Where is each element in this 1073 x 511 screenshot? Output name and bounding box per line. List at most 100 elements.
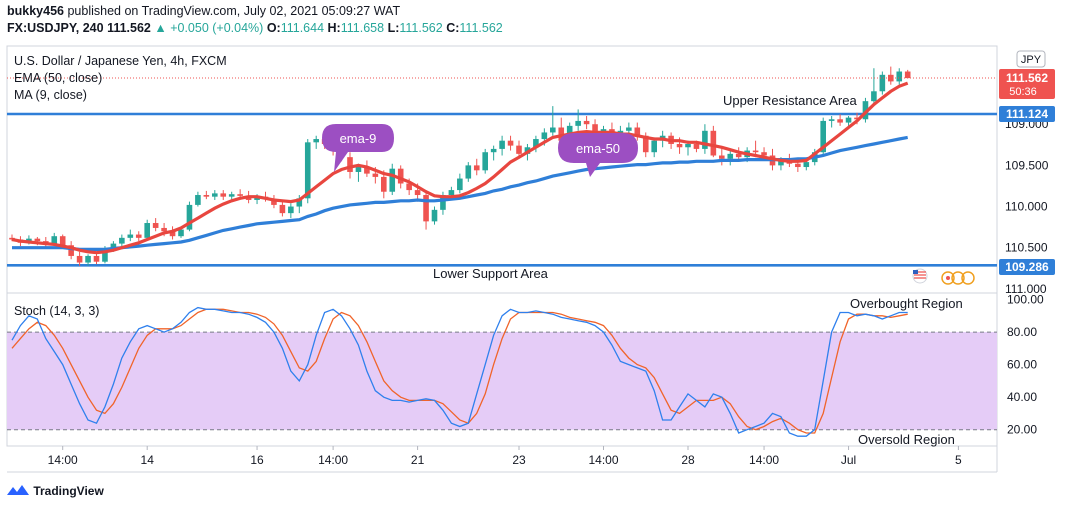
resistance-tag <box>999 106 1055 122</box>
close-label: C: <box>446 21 460 35</box>
candle-down <box>904 71 911 79</box>
candle-down <box>9 237 15 240</box>
stoch-axis-ticks: 100.00 80.00 60.00 40.00 20.00 <box>1007 293 1044 437</box>
candle-up <box>871 91 877 102</box>
candle-down <box>473 165 480 171</box>
ema9-callout[interactable]: ema-9 <box>322 124 394 172</box>
candle-up <box>110 243 117 250</box>
candle-up <box>228 194 235 197</box>
candle-down <box>372 173 379 177</box>
candle-down <box>161 227 167 232</box>
stoch-tick-label: 80.00 <box>1007 325 1037 339</box>
candle-down <box>583 120 590 125</box>
time-tick-label: 28 <box>681 453 695 467</box>
lower-support-label: Lower Support Area <box>433 266 549 281</box>
candle-down <box>414 190 421 196</box>
tradingview-footer[interactable]: TradingView <box>6 484 104 499</box>
candle-up <box>355 167 362 172</box>
candle-up <box>828 119 835 121</box>
event-markers[interactable] <box>912 268 975 285</box>
high-label: H: <box>327 21 341 35</box>
ema9-callout-shape <box>322 124 394 172</box>
author-name[interactable]: bukky456 <box>7 4 64 18</box>
tradingview-logo-icon <box>6 484 30 499</box>
candle-up <box>457 178 463 191</box>
candle-up <box>448 190 455 196</box>
us-flag-canton <box>913 270 918 274</box>
ma9-line <box>11 81 909 255</box>
stoch-tick-label: 20.00 <box>1007 423 1037 437</box>
candle-up <box>51 236 58 244</box>
last-price-tag-text: 111.562 <box>1006 71 1048 85</box>
candle-up <box>862 101 869 120</box>
candle-up <box>482 152 488 171</box>
candle-down <box>795 163 801 168</box>
ema-legend: EMA (50, close) <box>14 71 102 85</box>
symbol-line: FX:USDJPY, 240 111.562 ▲ +0.050 (+0.04%)… <box>7 21 503 35</box>
candle-up <box>651 140 657 153</box>
currency-tag-box[interactable] <box>1016 50 1046 68</box>
time-tick-label: 16 <box>250 453 264 467</box>
candle-up <box>820 120 826 153</box>
time-tick-label: 5 <box>955 453 962 467</box>
candle-down <box>68 245 74 256</box>
dividend-icon-3 <box>961 271 975 285</box>
close-value: 111.562 <box>459 21 503 35</box>
ma-legend: MA (9, close) <box>14 88 87 102</box>
candle-up <box>85 255 91 263</box>
candle-down <box>237 194 243 196</box>
time-axis-ticks: 14:00 14 16 14:00 21 23 14:00 28 14:00 Jul 5 <box>48 446 962 467</box>
candle-down <box>203 195 210 197</box>
candle-up <box>288 206 294 214</box>
candle-up <box>178 229 184 237</box>
publish-line: bukky456 published on TradingView.com, J… <box>7 4 400 18</box>
candle-up <box>575 120 581 126</box>
candle-down <box>693 143 700 149</box>
candle-down <box>76 255 83 263</box>
stoch-k-line <box>11 306 908 437</box>
candle-down <box>135 234 142 238</box>
dot-icon <box>946 276 950 280</box>
candle-up <box>879 74 886 92</box>
candle-up <box>313 139 319 143</box>
candle-up <box>626 127 632 131</box>
stoch-d-line <box>11 308 908 434</box>
candle-up <box>144 223 150 238</box>
candle-down <box>347 157 353 172</box>
candle-up <box>778 160 784 166</box>
candle-down <box>761 152 767 156</box>
candle-up <box>102 249 108 262</box>
candle-down <box>642 135 649 153</box>
high-value: 111.658 <box>340 21 385 35</box>
time-tick-label: 14:00 <box>318 453 348 467</box>
candle-up <box>702 130 708 149</box>
stoch-tick-label: 100.00 <box>1007 293 1044 307</box>
candle-up <box>465 165 472 179</box>
candle-down <box>397 168 404 184</box>
candle-up <box>490 148 497 153</box>
candle-down <box>279 204 286 214</box>
time-tick-label: 23 <box>512 453 526 467</box>
candle-up <box>440 195 446 210</box>
symbol-name[interactable]: FX:USDJPY, 240 <box>7 21 104 35</box>
open-label: O: <box>266 21 281 35</box>
candle-up <box>541 132 548 140</box>
candle-down <box>888 74 894 82</box>
price-tick-label: 110.500 <box>1005 241 1048 255</box>
ema50-callout[interactable]: ema-50 <box>558 133 638 177</box>
stoch-tick-label: 60.00 <box>1007 358 1037 372</box>
candle-up <box>389 168 396 192</box>
ema50-line <box>12 135 908 251</box>
candle-down <box>837 119 843 123</box>
currency-tag: JPY <box>1021 54 1042 66</box>
candle-down <box>507 140 514 146</box>
time-tick-label: 14:00 <box>48 453 78 467</box>
support-resistance-levels <box>7 112 997 267</box>
price-tick-label: 111.000 <box>1005 282 1047 296</box>
price-change: ▲ +0.050 (+0.04%) <box>154 21 264 35</box>
candle-up <box>304 142 311 199</box>
candle-down <box>719 155 725 159</box>
candle-down <box>220 193 227 197</box>
